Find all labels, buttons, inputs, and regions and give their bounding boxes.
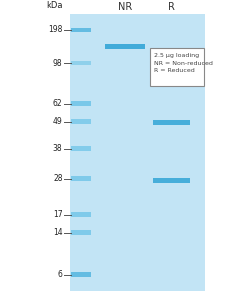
Text: 14: 14 [53,228,62,237]
Text: 6: 6 [58,270,62,279]
Text: 38: 38 [53,144,62,153]
Bar [152,178,190,183]
Bar [71,212,91,217]
Bar [71,28,91,32]
Bar [71,230,91,235]
Text: 28: 28 [53,174,62,183]
FancyBboxPatch shape [150,48,204,86]
Text: R: R [168,2,175,12]
Bar [71,61,91,65]
Text: 17: 17 [53,210,62,219]
Text: 49: 49 [53,117,62,126]
Text: 2.5 μg loading
NR = Non-reduced
R = Reduced: 2.5 μg loading NR = Non-reduced R = Redu… [154,53,212,73]
Text: 98: 98 [53,58,62,68]
Bar [70,14,205,291]
Bar [71,146,91,151]
Bar [71,272,91,277]
Bar [71,101,91,106]
Text: 62: 62 [53,99,62,108]
Text: kDa: kDa [46,2,62,10]
Bar [71,119,91,124]
Bar [71,176,91,181]
Text: NR: NR [118,2,132,12]
Bar [152,120,190,125]
Text: 198: 198 [48,26,62,34]
Bar [105,44,145,49]
